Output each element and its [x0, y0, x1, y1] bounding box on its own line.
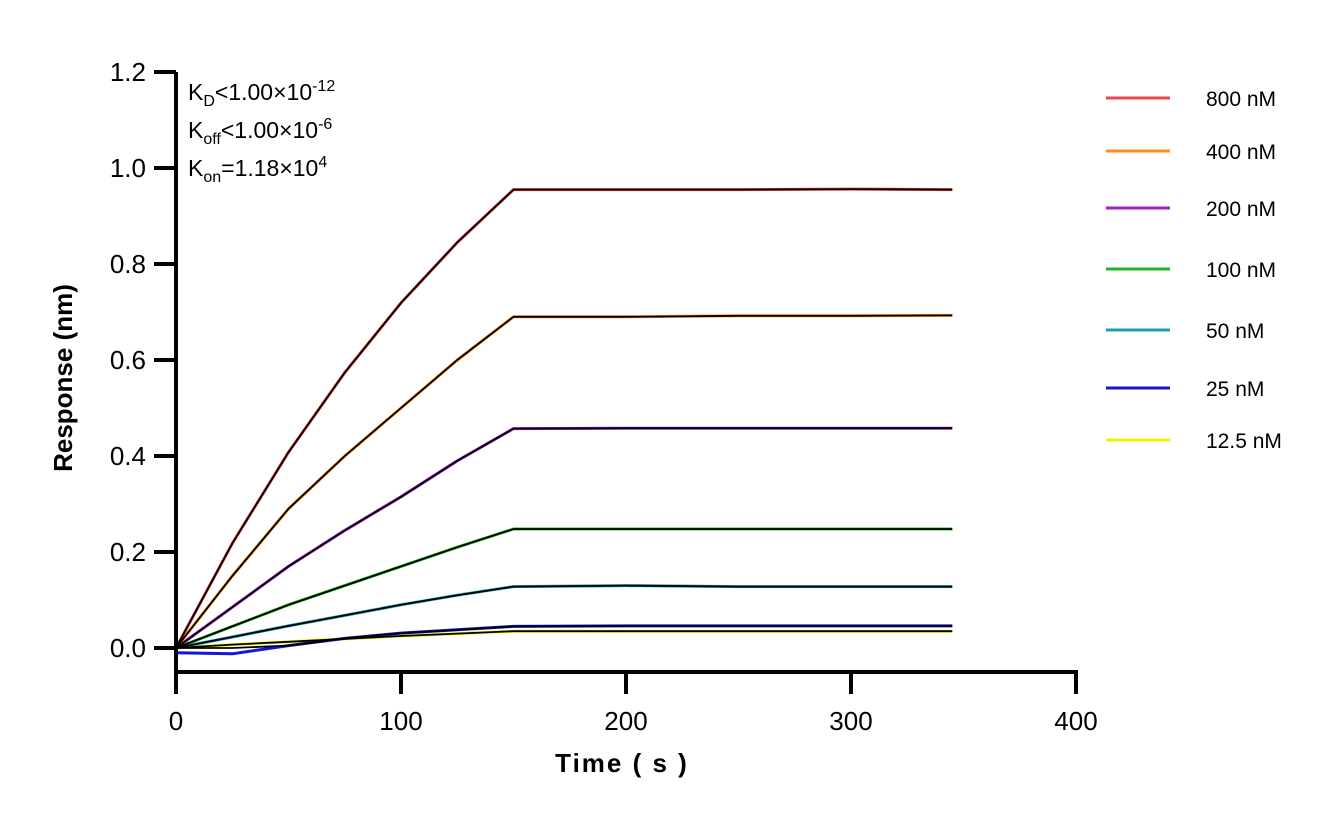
- kinetic-annotations: KD<1.00×10-12 Koff<1.00×10-6 Kon=1.18×10…: [188, 78, 335, 186]
- x-tick-label: 100: [379, 706, 422, 736]
- kd-annotation: KD<1.00×10-12: [188, 78, 335, 110]
- y-tick-label: 1.2: [110, 57, 146, 87]
- y-tick-label: 0.6: [110, 345, 146, 375]
- x-axis-label: Time ( s ): [555, 748, 689, 778]
- y-tick-label: 1.0: [110, 153, 146, 183]
- fit-line-400-nM: [175, 314, 953, 649]
- koff-annotation: Koff<1.00×10-6: [188, 116, 332, 148]
- fit-line-12-5-nM: [175, 630, 953, 649]
- fit-line-50-nM: [175, 584, 953, 649]
- series-line-800-nM: [174, 187, 953, 649]
- fit-line-25-nM: [176, 625, 953, 649]
- y-axis-label: Response (nm): [48, 284, 78, 472]
- legend-label: 50 nM: [1206, 320, 1264, 343]
- y-tick-label: 0.8: [110, 249, 146, 279]
- plot-area: [174, 187, 953, 656]
- series-line-200-nM: [175, 426, 953, 650]
- x-tick-label: 0: [169, 706, 183, 736]
- legend-label: 200 nM: [1206, 198, 1276, 221]
- legend-label: 100 nM: [1206, 259, 1276, 282]
- legend-label: 25 nM: [1206, 378, 1264, 401]
- legend-label: 12.5 nM: [1206, 430, 1282, 453]
- x-tick-label: 400: [1054, 706, 1097, 736]
- legend: 800 nM 400 nM 200 nM 100 nM 50 nM 25 nM 12.5 n…: [1106, 88, 1282, 453]
- y-tick-label: 0.2: [110, 537, 146, 567]
- fit-line-800-nM: [175, 188, 953, 649]
- y-tick-label: 0.4: [110, 441, 146, 471]
- y-tick-label: 0.0: [110, 633, 146, 663]
- legend-label: 400 nM: [1206, 141, 1276, 164]
- x-tick-label: 200: [604, 706, 647, 736]
- fit-line-100-nM: [175, 528, 953, 649]
- kon-annotation: Kon=1.18×104: [188, 154, 327, 186]
- axes: 0.0 0.2 0.4 0.6 0.8 1.0 1.2 0 100 200 300 400: [110, 57, 1098, 736]
- fit-line-200-nM: [175, 427, 953, 649]
- series-line-50-nM: [175, 584, 953, 650]
- series-line-400-nM: [174, 313, 953, 649]
- legend-label: 800 nM: [1206, 88, 1276, 111]
- x-tick-label: 300: [829, 706, 872, 736]
